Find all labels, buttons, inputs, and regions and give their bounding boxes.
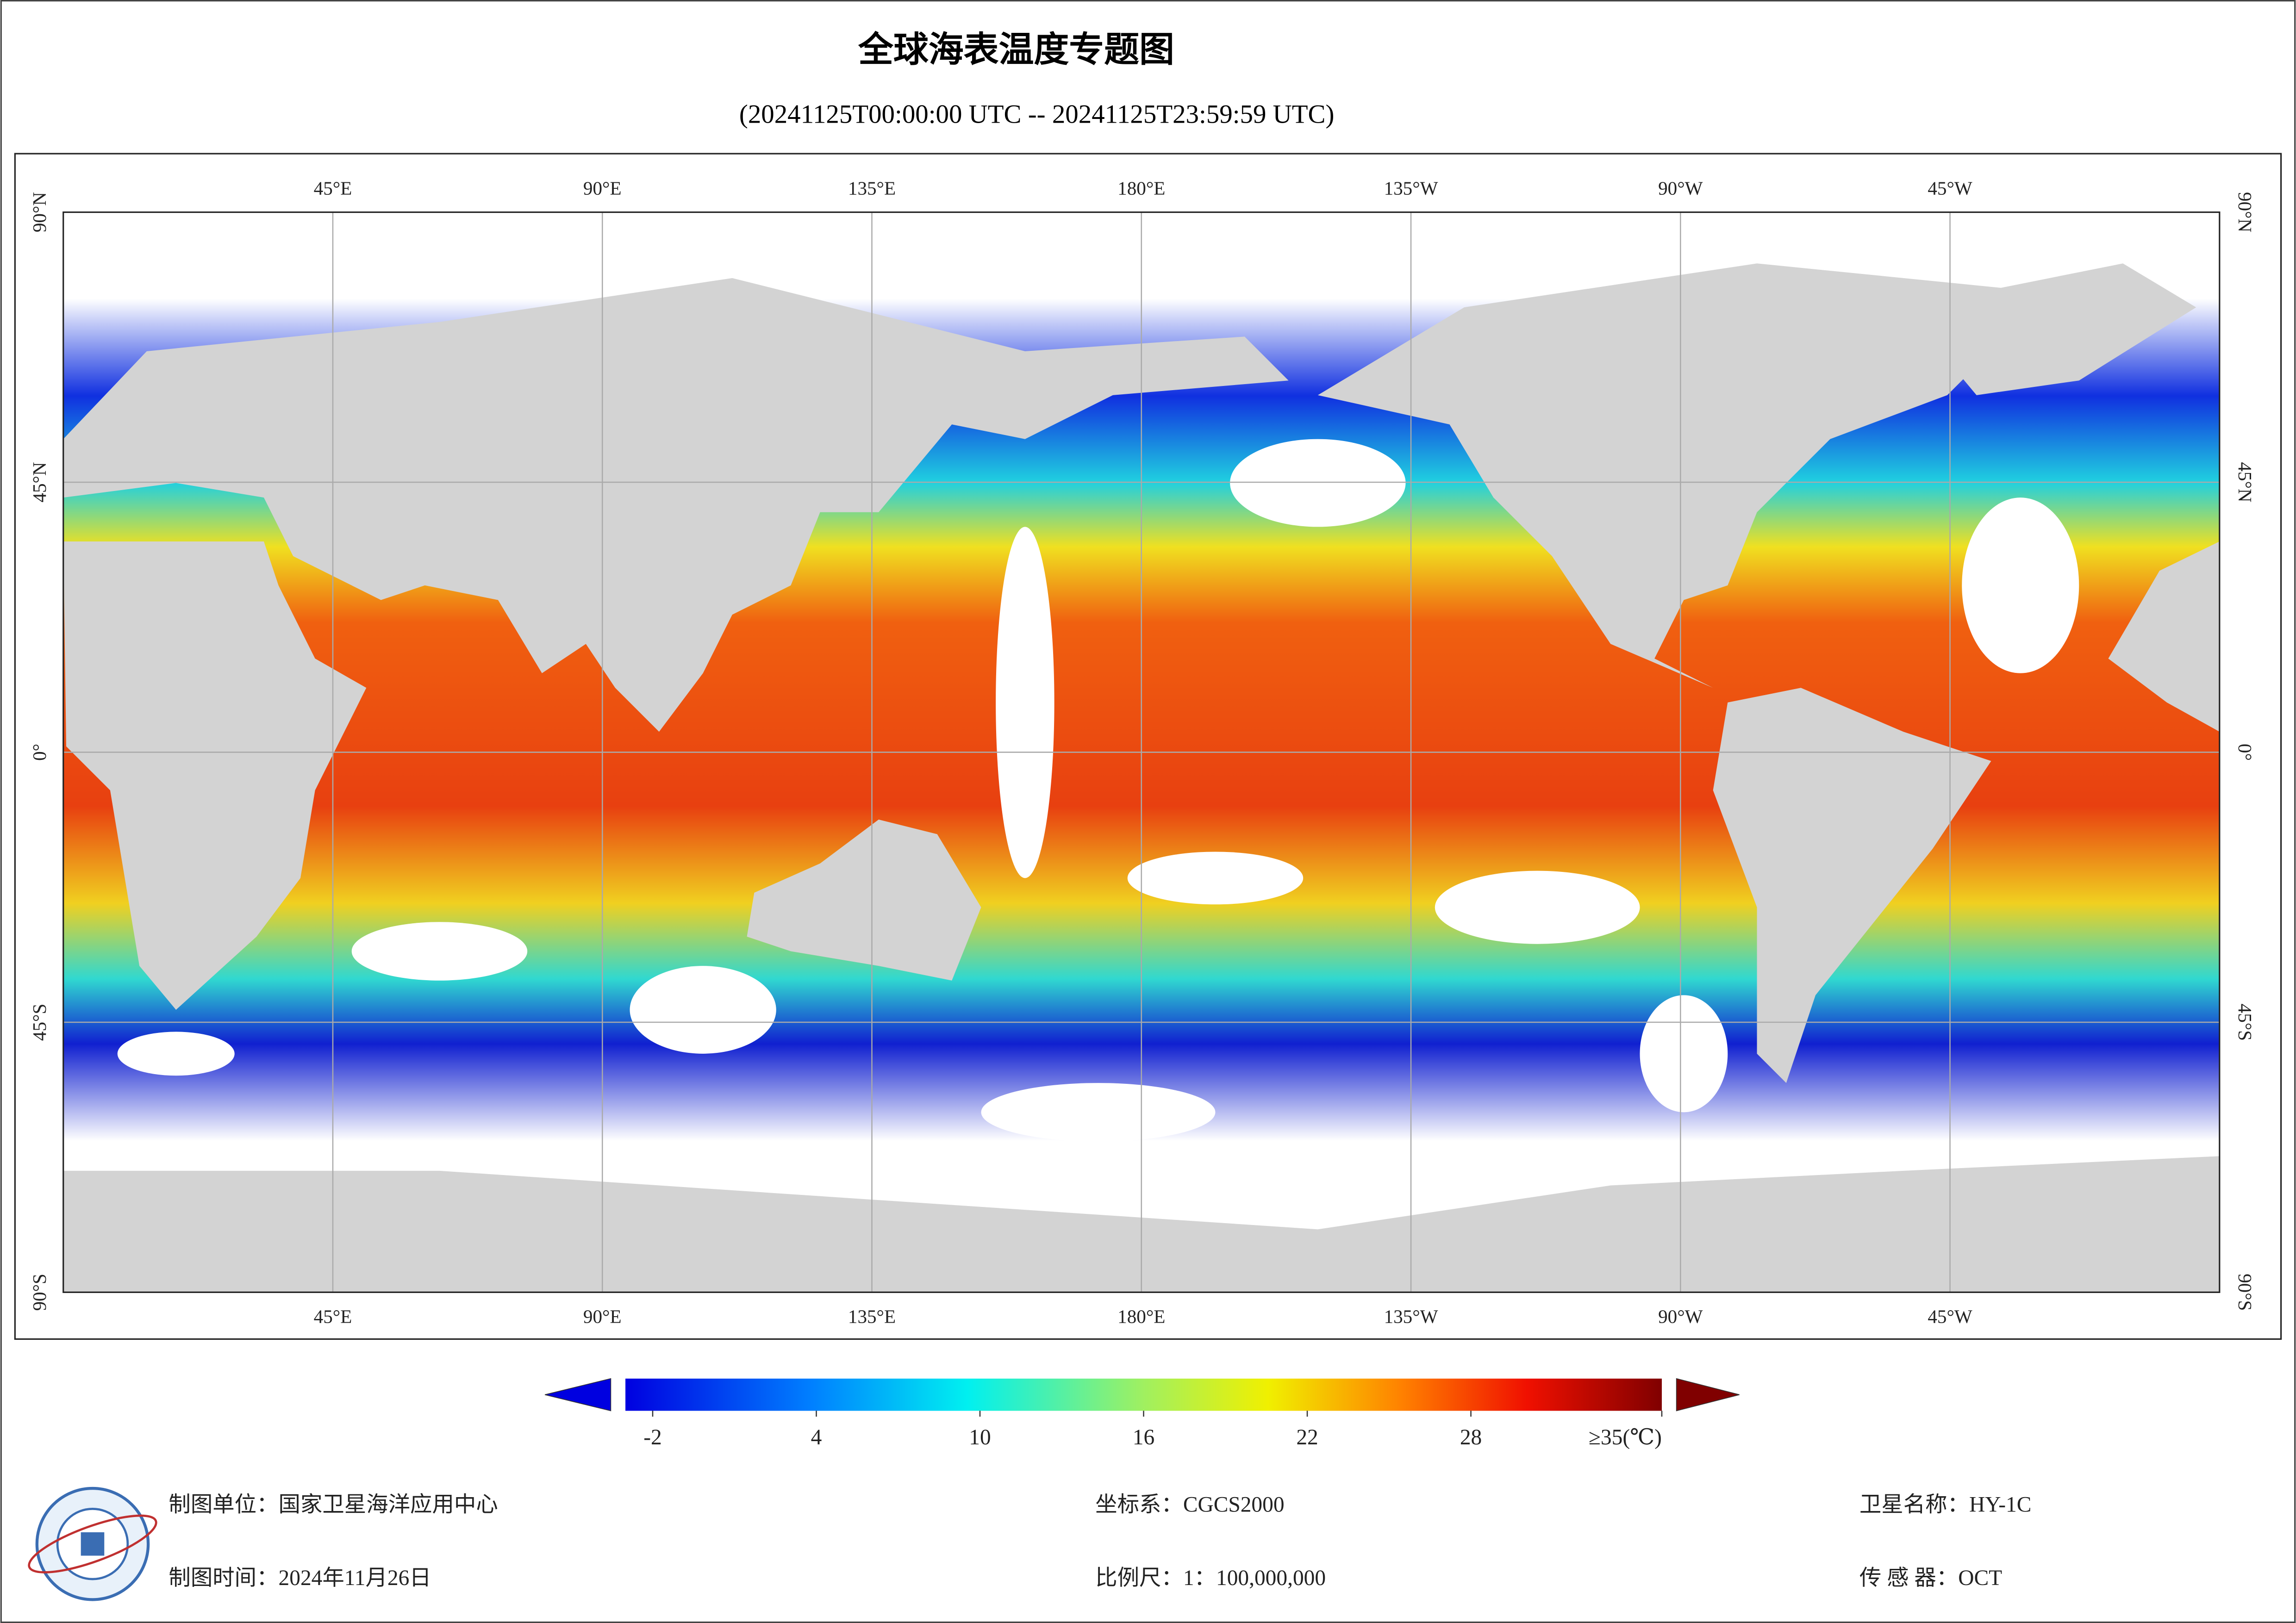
lat-label-right: 90°N: [2234, 192, 2256, 232]
satellite: 卫星名称：HY-1C: [1859, 1493, 2031, 1517]
lon-label-top: 90°E: [583, 178, 622, 199]
colorbar-label: 16: [1133, 1425, 1154, 1449]
lon-label-bottom: 135°W: [1384, 1306, 1438, 1327]
production-date: 制图时间：2024年11月26日: [168, 1566, 431, 1590]
colorbar-over-arrow: [1676, 1378, 1740, 1412]
lon-label-top: 135°E: [848, 178, 896, 199]
logo: [28, 1486, 157, 1601]
lat-label-left: 90°N: [29, 192, 50, 232]
lon-label-bottom: 90°W: [1658, 1306, 1703, 1327]
lon-label-bottom: 135°E: [848, 1306, 896, 1327]
lon-label-top: 45°W: [1928, 178, 1972, 199]
map-scale: 比例尺：1：100,000,000: [1095, 1566, 1326, 1590]
colorbar-ticks: -2 4 10 16 22 28 ≥35(℃): [643, 1411, 1663, 1449]
sensor: 传 感 器：OCT: [1859, 1566, 2002, 1590]
lon-label-top: 90°W: [1658, 178, 1703, 199]
colorbar: [625, 1378, 1662, 1411]
lat-label-left: 0°: [29, 744, 50, 761]
lon-label-bottom: 180°E: [1117, 1306, 1165, 1327]
lat-label-right: 0°: [2234, 744, 2256, 761]
lat-label-left: 90°S: [29, 1274, 50, 1311]
lat-label-right: 45°N: [2234, 462, 2256, 502]
cloud-gaps: [117, 439, 2079, 1142]
lon-label-top: 45°E: [314, 178, 352, 199]
lon-label-top: 180°E: [1117, 178, 1165, 199]
colorbar-label: 4: [811, 1425, 822, 1449]
lat-label-right: 90°S: [2234, 1274, 2256, 1311]
lon-label-bottom: 45°W: [1928, 1306, 1972, 1327]
lon-label-top: 135°W: [1384, 178, 1438, 199]
colorbar-label: ≥35(℃): [1589, 1425, 1662, 1449]
colorbar-label: -2: [643, 1425, 662, 1449]
title: 全球海表温度专题图: [858, 29, 1174, 70]
colorbar-under-arrow: [544, 1378, 611, 1412]
lat-label-right: 45°S: [2234, 1004, 2256, 1041]
lat-label-left: 45°S: [29, 1004, 50, 1041]
producer: 制图单位：国家卫星海洋应用中心: [168, 1493, 498, 1517]
subtitle: (20241125T00:00:00 UTC -- 20241125T23:59…: [739, 100, 1335, 129]
lat-label-left: 45°N: [29, 462, 50, 502]
map-border: [62, 211, 2221, 1293]
map-frame: [14, 153, 2282, 1340]
colorbar-label: 22: [1296, 1425, 1318, 1449]
lon-label-bottom: 45°E: [314, 1306, 352, 1327]
colorbar-label: 28: [1460, 1425, 1482, 1449]
colorbar-label: 10: [969, 1425, 991, 1449]
coordinate-system: 坐标系：CGCS2000: [1095, 1493, 1284, 1517]
lon-label-bottom: 90°E: [583, 1306, 622, 1327]
